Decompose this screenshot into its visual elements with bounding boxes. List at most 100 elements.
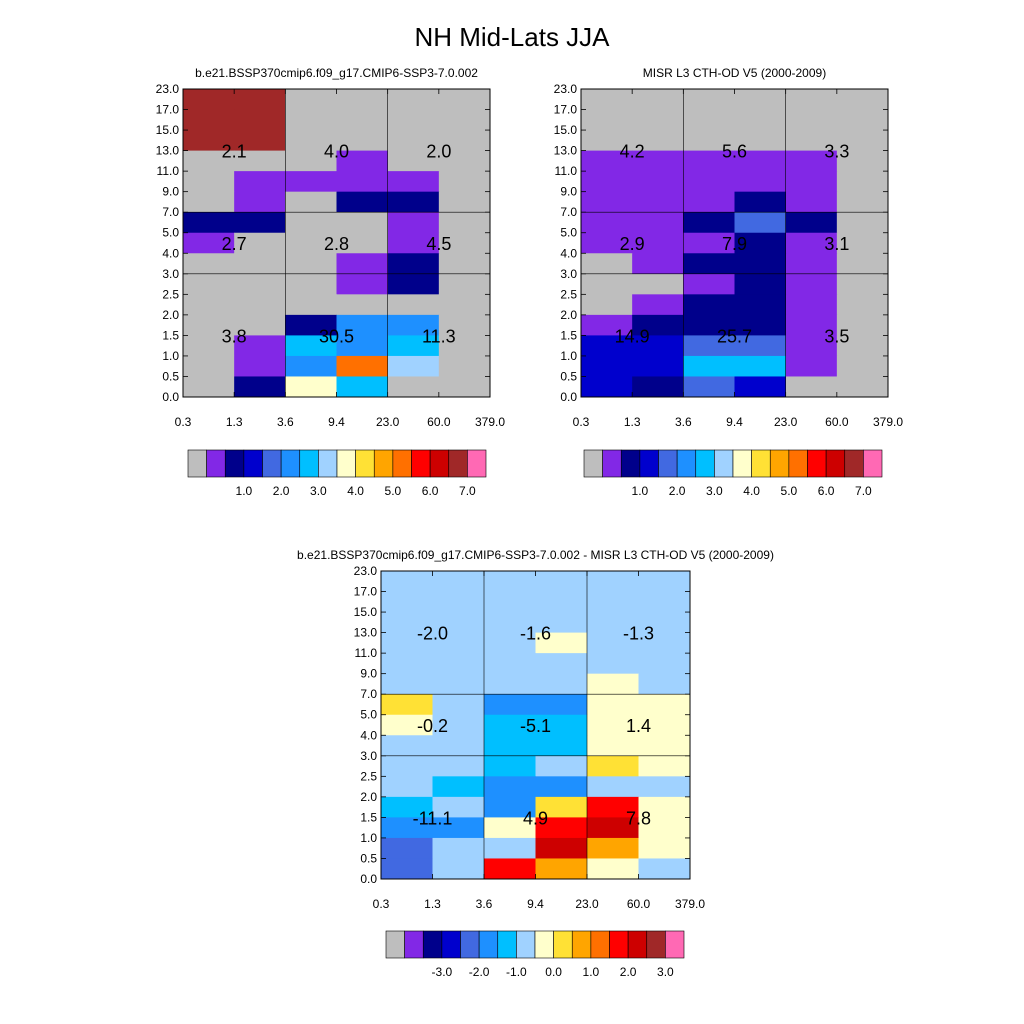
heatmap-cell — [632, 355, 684, 377]
x-tick-label: 3.6 — [476, 897, 493, 911]
data-label: 3.3 — [824, 142, 849, 162]
heatmap-cell — [285, 294, 337, 316]
colorbar-box — [318, 449, 338, 478]
heatmap-cell — [535, 714, 588, 736]
y-tick-label: 5.0 — [560, 226, 577, 240]
colorbar-box — [714, 449, 734, 478]
data-label: 7.8 — [626, 808, 651, 828]
x-tick-label: 379.0 — [873, 415, 903, 429]
y-tick-label: 2.0 — [360, 790, 377, 804]
heatmap-cell — [535, 571, 588, 593]
heatmap-cell — [438, 314, 491, 336]
heatmap-cell — [683, 294, 735, 316]
heatmap-cell — [836, 109, 889, 131]
subplot-title: b.e21.BSSP370cmip6.f09_g17.CMIP6-SSP3-7.… — [297, 548, 774, 562]
heatmap-cell — [438, 191, 491, 213]
heatmap-cell — [836, 376, 889, 398]
panel-misr-observations: MISR L3 CTH-OD V5 (2000-2009) 0.0 0.5 1.0 1.… — [554, 66, 904, 498]
heatmap-cell — [836, 191, 889, 213]
heatmap-cell — [234, 273, 286, 295]
data-label: -1.3 — [623, 624, 654, 644]
colorbar-label: -1.0 — [506, 965, 527, 979]
heatmap-cell — [632, 294, 684, 316]
heatmap-cell — [785, 376, 838, 398]
heatmap-cell — [183, 335, 235, 357]
heatmap-cell — [285, 335, 337, 357]
subplot-title: MISR L3 CTH-OD V5 (2000-2009) — [643, 66, 826, 80]
data-label: 3.1 — [824, 234, 849, 254]
colorbar-label: 3.0 — [657, 965, 674, 979]
heatmap-cell — [638, 694, 691, 716]
heatmap-cell — [484, 817, 536, 839]
heatmap-cell — [638, 571, 691, 593]
heatmap-cell — [581, 232, 633, 254]
heatmap-cell — [387, 171, 440, 193]
heatmap-cell — [785, 171, 838, 193]
heatmap-cell — [683, 109, 735, 131]
heatmap-cell — [234, 109, 286, 131]
heatmap-cell — [632, 212, 684, 234]
heatmap-cell — [683, 171, 735, 193]
colorbar-box — [844, 449, 864, 478]
x-tick-label: 0.3 — [175, 415, 192, 429]
y-tick-label: 4.0 — [162, 246, 179, 260]
heatmap-cell — [785, 314, 838, 336]
heatmap-cell — [484, 776, 536, 798]
data-label: 1.4 — [626, 716, 651, 736]
colorbar-box — [602, 449, 622, 478]
heatmap-cell — [587, 858, 639, 880]
x-tick-label: 23.0 — [575, 897, 599, 911]
data-label: 2.8 — [324, 234, 349, 254]
heatmap-cell — [785, 355, 838, 377]
colorbar-label: 0.0 — [545, 965, 562, 979]
y-tick-label: 5.0 — [360, 708, 377, 722]
heatmap-cell — [285, 109, 337, 131]
subplot-title: b.e21.BSSP370cmip6.f09_g17.CMIP6-SSP3-7.… — [195, 66, 478, 80]
heatmap-cell — [785, 109, 838, 131]
colorbar-label: -2.0 — [469, 965, 490, 979]
y-tick-label: 3.0 — [360, 749, 377, 763]
x-tick-label: 0.3 — [373, 897, 390, 911]
heatmap-cell — [432, 817, 485, 839]
heatmap-cell — [484, 673, 536, 695]
colorbar-box — [497, 930, 517, 959]
colorbar-box — [478, 930, 499, 959]
heatmap-cell — [484, 591, 536, 613]
heatmap-cell — [484, 858, 536, 880]
colorbar-box — [658, 449, 678, 478]
heatmap-cell — [387, 130, 440, 152]
colorbar-box — [404, 930, 424, 959]
colorbar-box — [534, 930, 554, 959]
heatmap-cell — [785, 253, 838, 275]
heatmap-cell — [336, 191, 389, 213]
heatmap-cell — [638, 632, 691, 654]
heatmap-cell — [683, 376, 735, 398]
heatmap-cell — [632, 232, 684, 254]
heatmap-cell — [734, 314, 787, 336]
data-label: -1.6 — [520, 624, 551, 644]
colorbar-box — [788, 449, 808, 478]
heatmap-cell — [234, 232, 286, 254]
heatmap-cell — [683, 191, 735, 213]
y-tick-label: 2.5 — [360, 769, 377, 783]
heatmap-cell — [285, 376, 337, 398]
data-label: 4.5 — [426, 234, 451, 254]
heatmap-cell — [381, 571, 433, 593]
heatmap-cell — [183, 150, 235, 172]
heatmap-cell — [285, 232, 337, 254]
colorbar-label: 5.0 — [385, 484, 402, 498]
heatmap-cell — [638, 776, 691, 798]
y-tick-label: 1.5 — [560, 328, 577, 342]
heatmap-cell — [183, 130, 235, 152]
heatmap-cell — [734, 376, 787, 398]
heatmap-cell — [183, 89, 235, 111]
heatmap-cell — [587, 673, 639, 695]
colorbar-box — [620, 449, 641, 478]
y-tick-label: 7.0 — [360, 687, 377, 701]
colorbar-label: -3.0 — [432, 965, 453, 979]
x-tick-label: 9.4 — [527, 897, 544, 911]
y-tick-label: 17.0 — [156, 103, 180, 117]
heatmap-cell — [581, 273, 633, 295]
heatmap-cell — [438, 89, 491, 111]
heatmap-cell — [336, 150, 389, 172]
